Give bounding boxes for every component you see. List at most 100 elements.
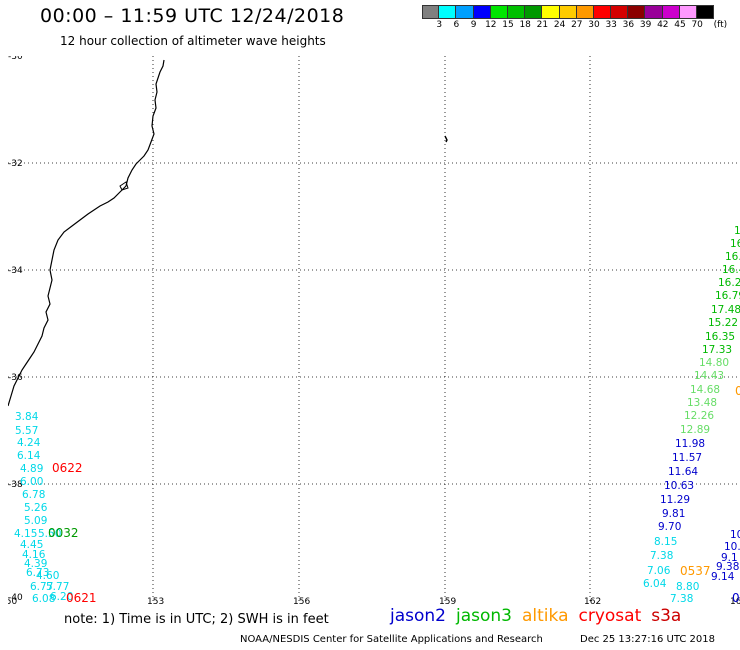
longitude-label: 156 (293, 597, 310, 604)
latitude-labels: -30 -32 -34 -36 -38 -40 (8, 56, 23, 603)
obs-value: 5.77 (46, 581, 69, 593)
obs-value: 6.77 (30, 581, 53, 593)
color-scale-swatch (593, 5, 612, 19)
obs-value: 4.16 (22, 549, 46, 561)
coastal-island (119, 181, 129, 191)
obs-value: 4.15 (14, 528, 37, 540)
color-scale-swatch (456, 5, 474, 19)
latitude-label: -40 (8, 593, 23, 603)
color-scale-swatch (645, 5, 663, 19)
obs-value: 10 (730, 529, 740, 541)
pass-time-label: 0537 (680, 564, 711, 578)
pass-time-label: 0 (735, 384, 740, 398)
color-scale-label: 70 (691, 20, 703, 30)
obs-value: 16.5 (725, 251, 740, 263)
color-scale-bar (422, 5, 715, 19)
longitude-label: 165 (730, 597, 740, 604)
obs-value: 6.04 (643, 578, 667, 590)
longitude-labels: 150 153 156 159 162 165 (8, 597, 740, 604)
obs-value: 11.29 (660, 494, 690, 506)
obs-value: 4.45 (20, 539, 43, 551)
obs-value: 5.26 (24, 502, 48, 514)
color-scale-labels: 3 6 9 12 15 18 21 24 27 30 33 36 39 42 45 70 (ft) (422, 19, 727, 33)
satellite-name: jason2 (390, 606, 446, 626)
obs-value: 11.98 (675, 438, 705, 450)
satellite-name: jason3 (456, 606, 512, 626)
obs-value: 12.26 (684, 410, 714, 422)
obs-value: 16.4 (722, 264, 740, 276)
color-scale-label: 27 (571, 20, 583, 30)
color-scale-label: 24 (553, 20, 566, 30)
color-scale-swatch (697, 5, 715, 19)
satellite-name: s3a (651, 606, 682, 626)
satellite-name: altika (522, 606, 569, 626)
graticule-grid (8, 56, 740, 604)
obs-value: 14 (734, 225, 740, 237)
obs-value: 6.14 (17, 450, 41, 462)
latitude-label: -30 (8, 56, 23, 62)
color-scale-swatch (542, 5, 560, 19)
obs-value: 5.50 (38, 528, 61, 540)
longitude-label: 153 (147, 597, 164, 604)
obs-value: 11.57 (672, 452, 702, 464)
obs-value: 7.38 (670, 593, 693, 604)
obs-value: 13.48 (687, 397, 717, 409)
obs-value: 6.78 (22, 489, 45, 501)
obs-value: 17.33 (702, 344, 732, 356)
obs-value: 6.20 (50, 591, 73, 603)
longitude-label: 159 (439, 597, 456, 604)
obs-value: 12.89 (680, 424, 710, 436)
satellite-name: cryosat (578, 606, 642, 626)
color-scale-unit: (ft) (713, 20, 728, 30)
obs-value: 7.38 (650, 550, 673, 562)
east-altimeter-track: 14 16.6 16.5 16.4 16.29 16.79 17.48 15.2… (643, 225, 740, 604)
obs-value: 9.81 (662, 508, 685, 520)
longitude-label: 150 (8, 597, 17, 604)
obs-value: 16.6 (730, 238, 740, 250)
obs-value: 4.89 (20, 463, 43, 475)
units-note: note: 1) Time is in UTC; 2) SWH is in fe… (64, 612, 329, 627)
obs-value: 5.57 (15, 425, 38, 437)
obs-value: 3.84 (15, 411, 39, 423)
color-scale-label: 39 (639, 20, 652, 30)
credit-line: NOAA/NESDIS Center for Satellite Applica… (240, 634, 543, 645)
color-scale-label: 9 (470, 20, 477, 30)
obs-value: 11.64 (668, 466, 698, 478)
pass-time-label: 0622 (52, 461, 83, 475)
color-scale-swatch (525, 5, 543, 19)
latitude-label: -32 (8, 159, 23, 169)
obs-value: 6.08 (32, 593, 55, 604)
color-scale-swatch (628, 5, 646, 19)
color-scale-label: 30 (588, 20, 600, 30)
color-scale-label: 33 (605, 20, 617, 30)
color-scale-label: 15 (502, 20, 514, 30)
obs-value: 4.24 (17, 437, 41, 449)
australia-coastline (8, 59, 165, 407)
color-scale-swatch (662, 5, 680, 19)
obs-value: 16.79 (715, 290, 740, 302)
pass-time-label: 0032 (48, 526, 79, 540)
color-scale-label: 45 (674, 20, 686, 30)
longitude-label: 162 (584, 597, 601, 604)
obs-value: 4.60 (36, 570, 59, 582)
obs-value: 16.29 (718, 277, 740, 289)
obs-value: 4.39 (24, 558, 47, 570)
obs-value: 6.73 (26, 567, 49, 579)
obs-value: 14.80 (699, 357, 729, 369)
obs-value: 17.48 (711, 304, 740, 316)
obs-value: 10.63 (664, 480, 694, 492)
satellite-legend: jason2 jason3 altika cryosat s3a (390, 606, 691, 626)
latitude-label: -34 (8, 266, 23, 276)
color-scale-label: 12 (485, 20, 497, 30)
obs-value: 9.1 (721, 552, 738, 564)
latitude-label: -36 (8, 373, 23, 383)
map-title: 00:00 – 11:59 UTC 12/24/2018 (40, 5, 345, 27)
color-scale-label: 6 (453, 20, 460, 30)
color-scale-swatch (576, 5, 594, 19)
obs-value: 9.38 (716, 561, 739, 573)
color-scale-label: 42 (657, 20, 669, 30)
color-scale-swatch (473, 5, 491, 19)
obs-value: 14.68 (690, 384, 720, 396)
pass-time-label: 0621 (66, 591, 97, 604)
obs-value: 7.06 (647, 565, 671, 577)
